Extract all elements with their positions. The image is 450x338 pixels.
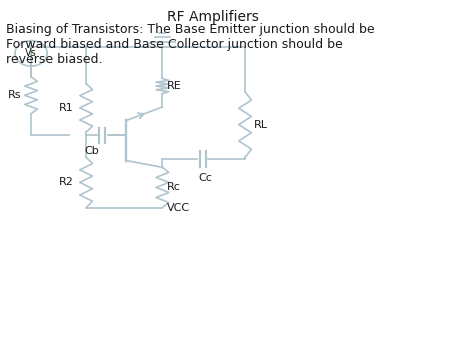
Text: R2: R2 [58, 177, 73, 187]
Text: Cc: Cc [198, 173, 212, 183]
Text: Biasing of Transistors: The Base Emitter junction should be
Forward biased and B: Biasing of Transistors: The Base Emitter… [6, 23, 374, 66]
Text: RE: RE [166, 81, 181, 91]
Text: RF Amplifiers: RF Amplifiers [167, 10, 259, 24]
Text: Rs: Rs [8, 90, 21, 100]
Text: VCC: VCC [166, 202, 190, 213]
Text: Cb: Cb [84, 146, 99, 156]
Text: Rc: Rc [166, 183, 180, 192]
Text: R1: R1 [58, 103, 73, 113]
Text: Vs: Vs [25, 48, 37, 58]
Text: RL: RL [254, 120, 268, 129]
